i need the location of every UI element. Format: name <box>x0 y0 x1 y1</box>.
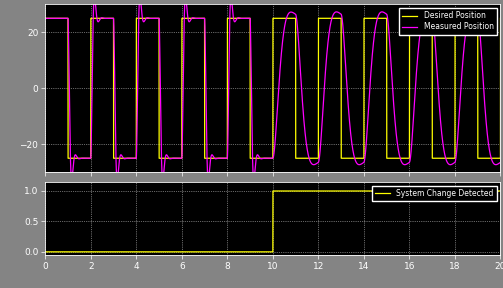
Measured Position <box>65 19 71 22</box>
System Change Detected <box>380 189 386 193</box>
Desired Position <box>404 156 410 160</box>
Line: Measured Position: Measured Position <box>45 0 500 180</box>
Measured Position <box>404 162 410 166</box>
System Change Detected <box>497 189 503 193</box>
Measured Position <box>497 160 503 164</box>
System Change Detected <box>331 189 338 193</box>
System Change Detected <box>207 250 213 253</box>
Desired Position <box>65 156 71 160</box>
System Change Detected <box>42 250 48 253</box>
Desired Position <box>207 156 213 160</box>
Desired Position <box>380 17 386 20</box>
Desired Position <box>312 156 318 160</box>
Measured Position <box>331 11 338 14</box>
Desired Position <box>65 156 71 160</box>
Desired Position <box>331 17 338 20</box>
Measured Position <box>380 10 386 14</box>
Line: Desired Position: Desired Position <box>45 18 500 158</box>
Measured Position <box>68 179 74 182</box>
System Change Detected <box>404 189 410 193</box>
System Change Detected <box>270 189 276 193</box>
Line: System Change Detected: System Change Detected <box>45 191 500 252</box>
Desired Position <box>42 17 48 20</box>
Desired Position <box>497 17 503 20</box>
Legend: System Change Detected: System Change Detected <box>372 186 496 201</box>
System Change Detected <box>312 189 318 193</box>
Measured Position <box>312 163 318 166</box>
Measured Position <box>207 161 213 164</box>
Measured Position <box>42 17 48 20</box>
Legend: Desired Position, Measured Position: Desired Position, Measured Position <box>399 8 496 35</box>
System Change Detected <box>65 250 71 253</box>
